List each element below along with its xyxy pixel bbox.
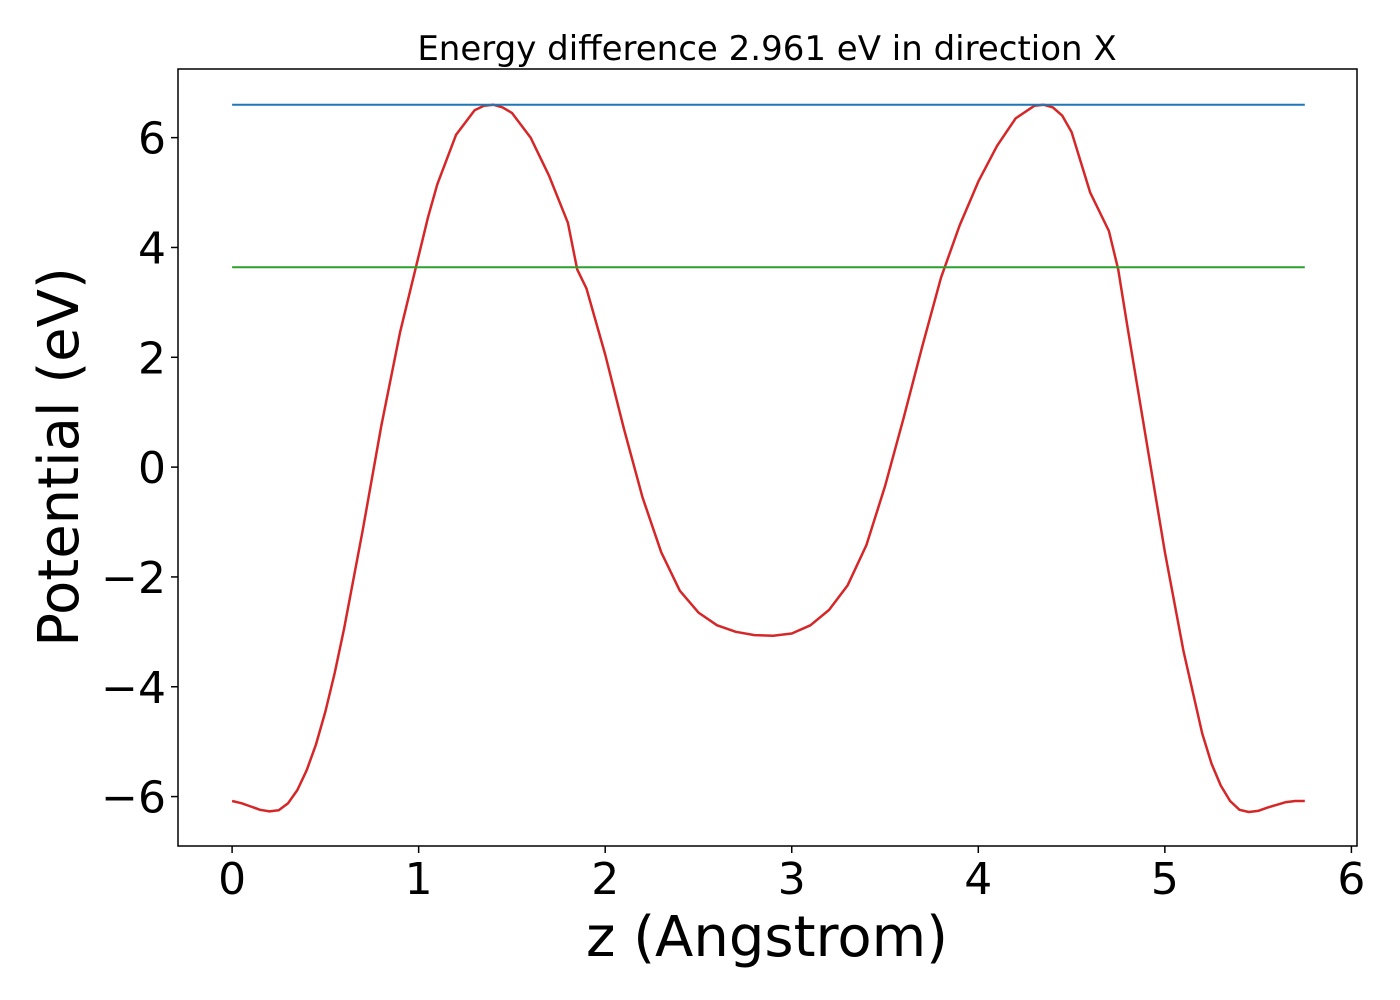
series-line-0 <box>231 103 1305 814</box>
x-axis-label: z (Angstrom) <box>586 905 948 970</box>
x-axis: 0 1 2 3 4 5 6 <box>218 846 1365 905</box>
y-tick-label: 2 <box>138 333 166 384</box>
y-tick-label: 6 <box>138 114 166 165</box>
x-tick-label: 5 <box>1151 854 1179 905</box>
x-tick-label: 3 <box>778 854 806 905</box>
x-tick-label: 4 <box>964 854 992 905</box>
x-tick-label: 1 <box>405 854 433 905</box>
series-layer <box>231 103 1305 814</box>
x-tick-label: 6 <box>1337 854 1365 905</box>
x-tick-label: 0 <box>218 854 246 905</box>
plot-frame <box>177 68 1358 847</box>
x-tick-label: 2 <box>591 854 619 905</box>
chart-title: Energy difference 2.961 eV in direction … <box>417 29 1116 69</box>
plot-area <box>177 68 1358 847</box>
y-tick-label: −2 <box>101 553 166 604</box>
y-tick-label: −6 <box>101 773 166 824</box>
y-axis-label: Potential (eV) <box>27 267 92 647</box>
y-tick-label: 0 <box>138 443 166 494</box>
y-tick-label: 4 <box>138 223 166 274</box>
y-axis: −6 −4 −2 0 2 4 6 <box>101 114 178 824</box>
y-tick-label: −4 <box>101 663 166 714</box>
